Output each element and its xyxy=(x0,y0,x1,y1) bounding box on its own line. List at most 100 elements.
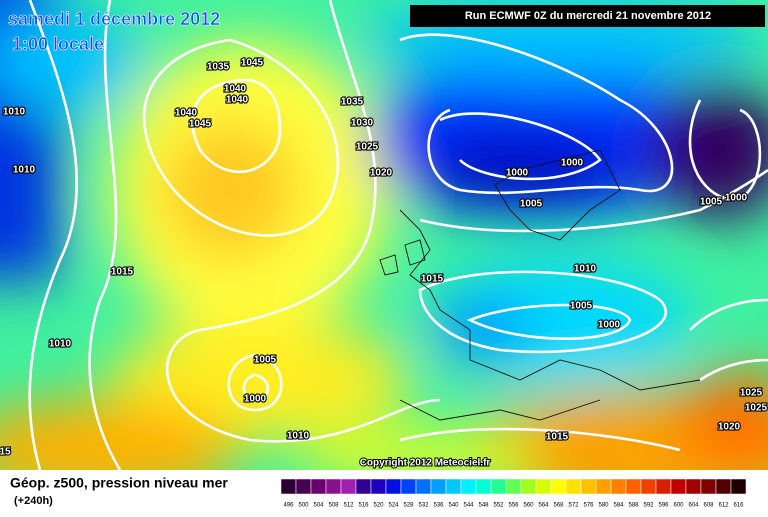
legend-swatch xyxy=(595,478,612,495)
isobar-label: 1045 xyxy=(189,119,212,130)
legend-swatch xyxy=(475,478,492,495)
legend-swatch xyxy=(520,478,537,495)
legend-label: 520 xyxy=(373,503,384,509)
legend-label: 608 xyxy=(703,503,714,509)
isobar-label: 1010 xyxy=(13,165,36,176)
legend-label: 572 xyxy=(568,503,579,509)
coastlines xyxy=(379,149,701,421)
legend-swatch xyxy=(295,478,312,495)
legend-label: 552 xyxy=(493,503,504,509)
isobar-label: 1030 xyxy=(351,118,374,129)
isobar-label: 1010 xyxy=(49,339,72,350)
isobar-label: 1005 xyxy=(570,301,593,312)
footer-title: Géop. z500, pression niveau mer xyxy=(10,475,228,491)
legend-swatch xyxy=(730,478,747,495)
legend-label: 548 xyxy=(478,503,489,509)
isobar-label: 1000 xyxy=(598,320,621,331)
legend-label: 584 xyxy=(613,503,624,509)
legend-swatch xyxy=(400,478,417,495)
legend-label: 592 xyxy=(643,503,654,509)
isobar-label: 1015 xyxy=(421,274,444,285)
legend-swatch xyxy=(610,478,627,495)
legend-label: 508 xyxy=(328,503,339,509)
isobar-label: 1015 xyxy=(546,432,569,443)
legend-swatch xyxy=(310,478,327,495)
legend-swatch xyxy=(550,478,567,495)
isobar-label: 1025 xyxy=(740,388,763,399)
legend-label: 528 xyxy=(403,503,414,509)
legend-swatch xyxy=(385,478,402,495)
legend-label: 536 xyxy=(433,503,444,509)
legend-label: 560 xyxy=(523,503,534,509)
forecast-time: 1:00 locale xyxy=(12,34,104,54)
isobar-label: 1040 xyxy=(224,84,247,95)
legend-label: 500 xyxy=(298,503,309,509)
legend-label: 568 xyxy=(553,503,564,509)
legend-label: 596 xyxy=(658,503,669,509)
legend-swatch xyxy=(640,478,657,495)
legend-swatch xyxy=(565,478,582,495)
legend-label: 556 xyxy=(508,503,519,509)
isobar-label: 1000 xyxy=(561,158,584,169)
legend-swatch xyxy=(415,478,432,495)
legend-label: 564 xyxy=(538,503,549,509)
legend-label: 612 xyxy=(718,503,729,509)
legend-label: 600 xyxy=(673,503,684,509)
isobar-label: 1035 xyxy=(341,97,364,108)
run-info: Run ECMWF 0Z du mercredi 21 novembre 201… xyxy=(465,10,711,22)
legend-label: 532 xyxy=(418,503,429,509)
isobar-label: 1040 xyxy=(226,95,249,106)
isobar-label: 1020 xyxy=(370,168,393,179)
legend-swatch xyxy=(430,478,447,495)
isobar-label: 1025 xyxy=(745,403,768,414)
legend-swatch xyxy=(370,478,387,495)
isobar-label: 1010 xyxy=(3,107,26,118)
copyright: Copyright 2012 Meteociel.fr xyxy=(360,458,491,469)
footer-lead: (+240h) xyxy=(14,495,53,507)
legend-swatch xyxy=(325,478,342,495)
legend-swatch xyxy=(580,478,597,495)
legend-label: 588 xyxy=(628,503,639,509)
isobar-label: 1015 xyxy=(111,267,134,278)
isobar-label: 1045 xyxy=(241,58,264,69)
legend-swatch xyxy=(670,478,687,495)
legend-label: 504 xyxy=(313,503,324,509)
isobar-label: 1020 xyxy=(718,422,741,433)
isobar-label: 1010 xyxy=(574,264,597,275)
legend-swatch xyxy=(280,478,297,495)
legend-swatch xyxy=(535,478,552,495)
legend-swatch xyxy=(715,478,732,495)
isobar-label: 1000 xyxy=(506,168,529,179)
isobar-label: 1035 xyxy=(207,62,230,73)
legend-swatch xyxy=(460,478,477,495)
isobar-label: 1005 xyxy=(520,199,543,210)
isobar-label: 1025 xyxy=(356,142,379,153)
legend-label: 544 xyxy=(463,503,474,509)
legend-swatch xyxy=(490,478,507,495)
legend-label: 512 xyxy=(343,503,354,509)
isobar-label: 1000 xyxy=(244,394,267,405)
legend-swatch xyxy=(340,478,357,495)
isobar-label: 1000 xyxy=(725,193,748,204)
legend-label: 540 xyxy=(448,503,459,509)
isobar-label: 15 xyxy=(0,447,11,458)
legend-swatch xyxy=(685,478,702,495)
legend-swatch xyxy=(700,478,717,495)
run-box xyxy=(410,5,765,27)
isobar-label: 1005 xyxy=(700,197,723,208)
isobar-label: 1005 xyxy=(254,355,277,366)
legend-label: 616 xyxy=(733,503,744,509)
legend-swatch xyxy=(625,478,642,495)
isobar-label: 1040 xyxy=(175,108,198,119)
isobar-label: 1010 xyxy=(287,431,310,442)
legend-swatch xyxy=(505,478,522,495)
legend-label: 516 xyxy=(358,503,369,509)
legend-swatch xyxy=(655,478,672,495)
legend-label: 524 xyxy=(388,503,399,509)
legend-label: 580 xyxy=(598,503,609,509)
isobars xyxy=(28,0,768,470)
legend-label: 496 xyxy=(283,503,294,509)
